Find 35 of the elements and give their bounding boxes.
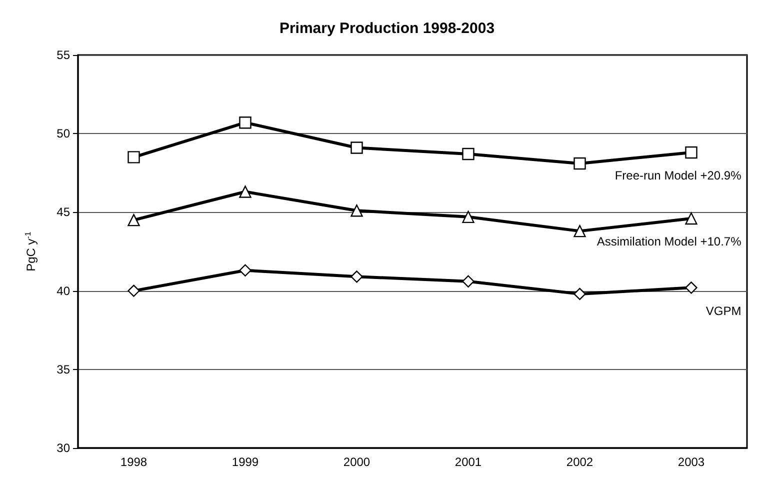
point: [128, 151, 140, 164]
point: [239, 116, 252, 129]
y-tick-label: 55: [56, 48, 70, 62]
y-tick-label: 40: [56, 284, 70, 298]
y-tick-label: 30: [56, 441, 70, 455]
x-tick-label: 2000: [343, 455, 370, 469]
point: [462, 210, 474, 224]
point: [128, 214, 140, 226]
chart-title: Primary Production 1998-2003: [279, 20, 495, 37]
x-tick-label: 2002: [566, 455, 594, 469]
point: [685, 146, 698, 159]
point: [239, 264, 252, 276]
series-label: Assimilation Model +10.7%: [596, 234, 742, 249]
point: [350, 204, 363, 217]
point: [574, 157, 586, 170]
series-label: VGPM: [706, 304, 742, 318]
y-tick-label: 50: [56, 126, 70, 141]
point: [350, 270, 363, 283]
point: [574, 224, 586, 238]
y-axis-title: PgC y-1: [24, 231, 38, 272]
point: [574, 288, 586, 300]
point: [462, 148, 474, 160]
point: [128, 284, 140, 297]
x-tick-label: 2003: [678, 455, 705, 469]
y-tick-label: 45: [56, 205, 70, 220]
point: [350, 142, 363, 154]
x-tick-label: 1999: [232, 455, 259, 469]
point: [462, 275, 474, 288]
x-tick-label: 2001: [454, 455, 482, 469]
series-label: Free-run Model +20.9%: [614, 168, 742, 183]
x-tick-label: 1998: [120, 455, 148, 469]
point: [685, 282, 698, 294]
point: [239, 186, 252, 198]
y-tick-label: 35: [56, 362, 70, 376]
point: [685, 212, 698, 225]
